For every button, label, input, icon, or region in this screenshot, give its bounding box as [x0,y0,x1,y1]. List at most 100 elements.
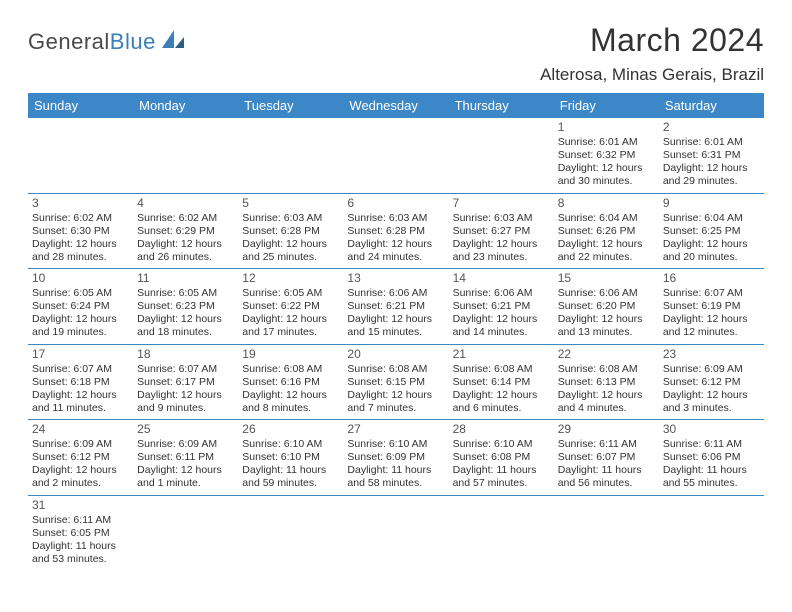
dl2-line: and 13 minutes. [558,326,655,339]
day-number: 24 [32,422,129,437]
dl1-line: Daylight: 12 hours [453,238,550,251]
calendar-cell: 14Sunrise: 6:06 AMSunset: 6:21 PMDayligh… [449,269,554,344]
sunset-line: Sunset: 6:21 PM [453,300,550,313]
day-number: 16 [663,271,760,286]
dl2-line: and 53 minutes. [32,553,129,566]
logo: GeneralBlue [28,28,186,55]
dl1-line: Daylight: 12 hours [453,389,550,402]
calendar-cell: 2Sunrise: 6:01 AMSunset: 6:31 PMDaylight… [659,118,764,193]
calendar-cell [449,496,554,571]
dl1-line: Daylight: 12 hours [32,313,129,326]
day-number: 22 [558,347,655,362]
calendar: SundayMondayTuesdayWednesdayThursdayFrid… [28,93,764,570]
day-header: Sunday [28,93,133,118]
sunset-line: Sunset: 6:18 PM [32,376,129,389]
location: Alterosa, Minas Gerais, Brazil [540,65,764,85]
dl2-line: and 15 minutes. [347,326,444,339]
day-header: Wednesday [343,93,448,118]
calendar-cell [238,118,343,193]
day-number: 9 [663,196,760,211]
calendar-cell [554,496,659,571]
sunrise-line: Sunrise: 6:06 AM [347,287,444,300]
day-number: 20 [347,347,444,362]
dl2-line: and 25 minutes. [242,251,339,264]
day-number: 14 [453,271,550,286]
dl1-line: Daylight: 12 hours [347,313,444,326]
sunrise-line: Sunrise: 6:05 AM [32,287,129,300]
dl1-line: Daylight: 12 hours [663,389,760,402]
calendar-cell [343,118,448,193]
week-row: 17Sunrise: 6:07 AMSunset: 6:18 PMDayligh… [28,345,764,421]
sunset-line: Sunset: 6:05 PM [32,527,129,540]
dl1-line: Daylight: 12 hours [32,464,129,477]
sunset-line: Sunset: 6:28 PM [242,225,339,238]
sunrise-line: Sunrise: 6:04 AM [663,212,760,225]
sunrise-line: Sunrise: 6:08 AM [558,363,655,376]
calendar-cell: 29Sunrise: 6:11 AMSunset: 6:07 PMDayligh… [554,420,659,495]
dl1-line: Daylight: 12 hours [453,313,550,326]
dl2-line: and 7 minutes. [347,402,444,415]
sunrise-line: Sunrise: 6:06 AM [558,287,655,300]
calendar-cell: 17Sunrise: 6:07 AMSunset: 6:18 PMDayligh… [28,345,133,420]
calendar-cell: 11Sunrise: 6:05 AMSunset: 6:23 PMDayligh… [133,269,238,344]
calendar-cell: 20Sunrise: 6:08 AMSunset: 6:15 PMDayligh… [343,345,448,420]
sunset-line: Sunset: 6:30 PM [32,225,129,238]
dl2-line: and 2 minutes. [32,477,129,490]
calendar-cell: 26Sunrise: 6:10 AMSunset: 6:10 PMDayligh… [238,420,343,495]
day-number: 10 [32,271,129,286]
logo-text-general: General [28,29,110,55]
sail-icon [160,28,186,55]
calendar-cell: 1Sunrise: 6:01 AMSunset: 6:32 PMDaylight… [554,118,659,193]
sunset-line: Sunset: 6:29 PM [137,225,234,238]
calendar-cell: 28Sunrise: 6:10 AMSunset: 6:08 PMDayligh… [449,420,554,495]
calendar-cell: 10Sunrise: 6:05 AMSunset: 6:24 PMDayligh… [28,269,133,344]
sunset-line: Sunset: 6:14 PM [453,376,550,389]
dl2-line: and 14 minutes. [453,326,550,339]
dl1-line: Daylight: 12 hours [137,238,234,251]
day-number: 8 [558,196,655,211]
dl2-line: and 55 minutes. [663,477,760,490]
day-number: 6 [347,196,444,211]
week-row: 3Sunrise: 6:02 AMSunset: 6:30 PMDaylight… [28,194,764,270]
sunrise-line: Sunrise: 6:01 AM [663,136,760,149]
day-number: 1 [558,120,655,135]
day-number: 5 [242,196,339,211]
dl2-line: and 17 minutes. [242,326,339,339]
dl1-line: Daylight: 12 hours [663,238,760,251]
dl2-line: and 19 minutes. [32,326,129,339]
dl1-line: Daylight: 12 hours [558,238,655,251]
week-row: 10Sunrise: 6:05 AMSunset: 6:24 PMDayligh… [28,269,764,345]
dl2-line: and 22 minutes. [558,251,655,264]
day-number: 21 [453,347,550,362]
dl1-line: Daylight: 12 hours [32,389,129,402]
dl1-line: Daylight: 12 hours [32,238,129,251]
dl2-line: and 26 minutes. [137,251,234,264]
day-number: 19 [242,347,339,362]
dl2-line: and 9 minutes. [137,402,234,415]
sunrise-line: Sunrise: 6:11 AM [32,514,129,527]
week-row: 24Sunrise: 6:09 AMSunset: 6:12 PMDayligh… [28,420,764,496]
dl2-line: and 58 minutes. [347,477,444,490]
day-number: 7 [453,196,550,211]
dl2-line: and 29 minutes. [663,175,760,188]
sunset-line: Sunset: 6:23 PM [137,300,234,313]
dl1-line: Daylight: 12 hours [242,238,339,251]
dl2-line: and 6 minutes. [453,402,550,415]
sunrise-line: Sunrise: 6:08 AM [453,363,550,376]
day-number: 4 [137,196,234,211]
dl1-line: Daylight: 12 hours [347,238,444,251]
week-row: 31Sunrise: 6:11 AMSunset: 6:05 PMDayligh… [28,496,764,571]
sunrise-line: Sunrise: 6:01 AM [558,136,655,149]
day-number: 12 [242,271,339,286]
calendar-cell: 8Sunrise: 6:04 AMSunset: 6:26 PMDaylight… [554,194,659,269]
day-number: 27 [347,422,444,437]
sunset-line: Sunset: 6:16 PM [242,376,339,389]
dl2-line: and 3 minutes. [663,402,760,415]
calendar-cell [449,118,554,193]
calendar-cell: 27Sunrise: 6:10 AMSunset: 6:09 PMDayligh… [343,420,448,495]
calendar-cell: 15Sunrise: 6:06 AMSunset: 6:20 PMDayligh… [554,269,659,344]
title-block: March 2024 Alterosa, Minas Gerais, Brazi… [540,22,764,85]
day-number: 31 [32,498,129,513]
logo-text-blue: Blue [110,29,156,55]
header: GeneralBlue March 2024 Alterosa, Minas G… [28,22,764,85]
